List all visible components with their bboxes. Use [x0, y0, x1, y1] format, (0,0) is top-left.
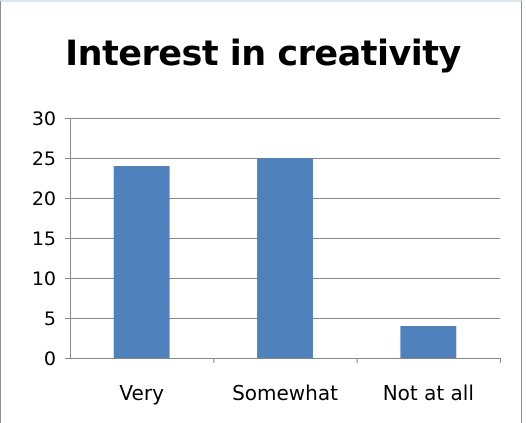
y-tick-label: 25 [32, 148, 56, 170]
chart-title: Interest in creativity [65, 34, 461, 74]
y-tick-label: 20 [32, 188, 56, 210]
bar-not-at-all [400, 326, 457, 358]
y-tick-labels: 0 5 10 15 20 25 30 [32, 108, 56, 370]
bars [113, 158, 457, 358]
bar-somewhat [257, 158, 313, 358]
x-category-label: Not at all [383, 381, 474, 405]
x-category-labels: Very Somewhat Not at all [119, 381, 474, 405]
y-tick-label: 30 [32, 108, 56, 130]
axes [65, 118, 501, 363]
bar-very [113, 166, 170, 358]
x-category-label: Somewhat [232, 381, 338, 405]
x-category-label: Very [119, 381, 164, 405]
y-tick-label: 15 [32, 228, 56, 250]
y-tick-label: 5 [44, 308, 56, 330]
y-tick-label: 0 [44, 348, 56, 370]
y-tick-label: 10 [32, 268, 56, 290]
